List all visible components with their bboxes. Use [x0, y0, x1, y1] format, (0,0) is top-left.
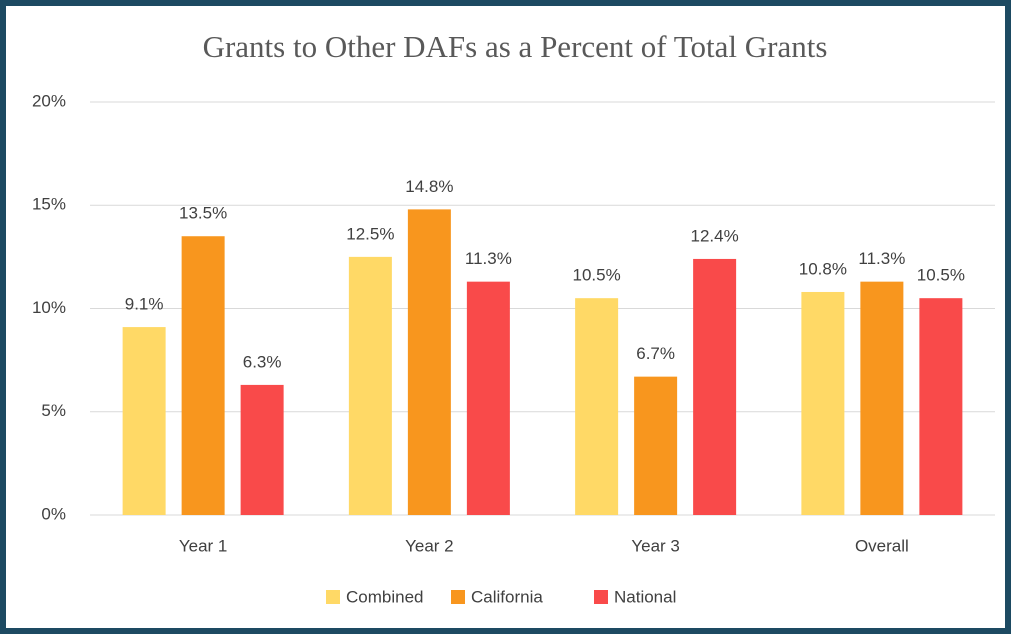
bar: [240, 384, 284, 515]
data-label: 14.8%: [405, 177, 453, 196]
chart-title: Grants to Other DAFs as a Percent of Tot…: [203, 29, 828, 64]
x-tick-label: Year 2: [405, 536, 454, 555]
data-label: 13.5%: [179, 204, 227, 223]
x-tick-label: Overall: [855, 536, 909, 555]
legend-label: National: [614, 587, 676, 606]
bar: [575, 298, 619, 515]
data-label: 10.5%: [917, 266, 965, 285]
bar: [407, 209, 451, 515]
y-tick-label: 5%: [41, 401, 66, 420]
y-tick-label: 0%: [41, 504, 66, 523]
legend-swatch: [326, 590, 340, 604]
y-tick-label: 20%: [32, 91, 66, 110]
data-label: 12.5%: [346, 224, 394, 243]
legend-swatch: [451, 590, 465, 604]
data-label: 10.8%: [799, 259, 847, 278]
bar: [348, 256, 392, 515]
bar: [181, 236, 225, 515]
bar: [634, 376, 678, 515]
y-tick-label: 10%: [32, 298, 66, 317]
x-tick-label: Year 3: [631, 536, 680, 555]
data-label: 6.3%: [243, 352, 282, 371]
y-tick-label: 15%: [32, 195, 66, 214]
data-label: 10.5%: [573, 266, 621, 285]
data-label: 11.3%: [465, 249, 512, 268]
data-label: 11.3%: [858, 249, 905, 268]
legend-swatch: [594, 590, 608, 604]
bar: [693, 258, 737, 515]
bar: [919, 298, 963, 515]
bar: [860, 281, 904, 515]
data-label: 9.1%: [125, 295, 164, 314]
bar: [801, 291, 845, 515]
legend-label: California: [471, 587, 543, 606]
x-tick-label: Year 1: [179, 536, 228, 555]
bar: [466, 281, 510, 515]
data-label: 12.4%: [691, 226, 739, 245]
data-label: 6.7%: [636, 344, 675, 363]
legend-label: Combined: [346, 587, 424, 606]
bar: [122, 327, 166, 515]
